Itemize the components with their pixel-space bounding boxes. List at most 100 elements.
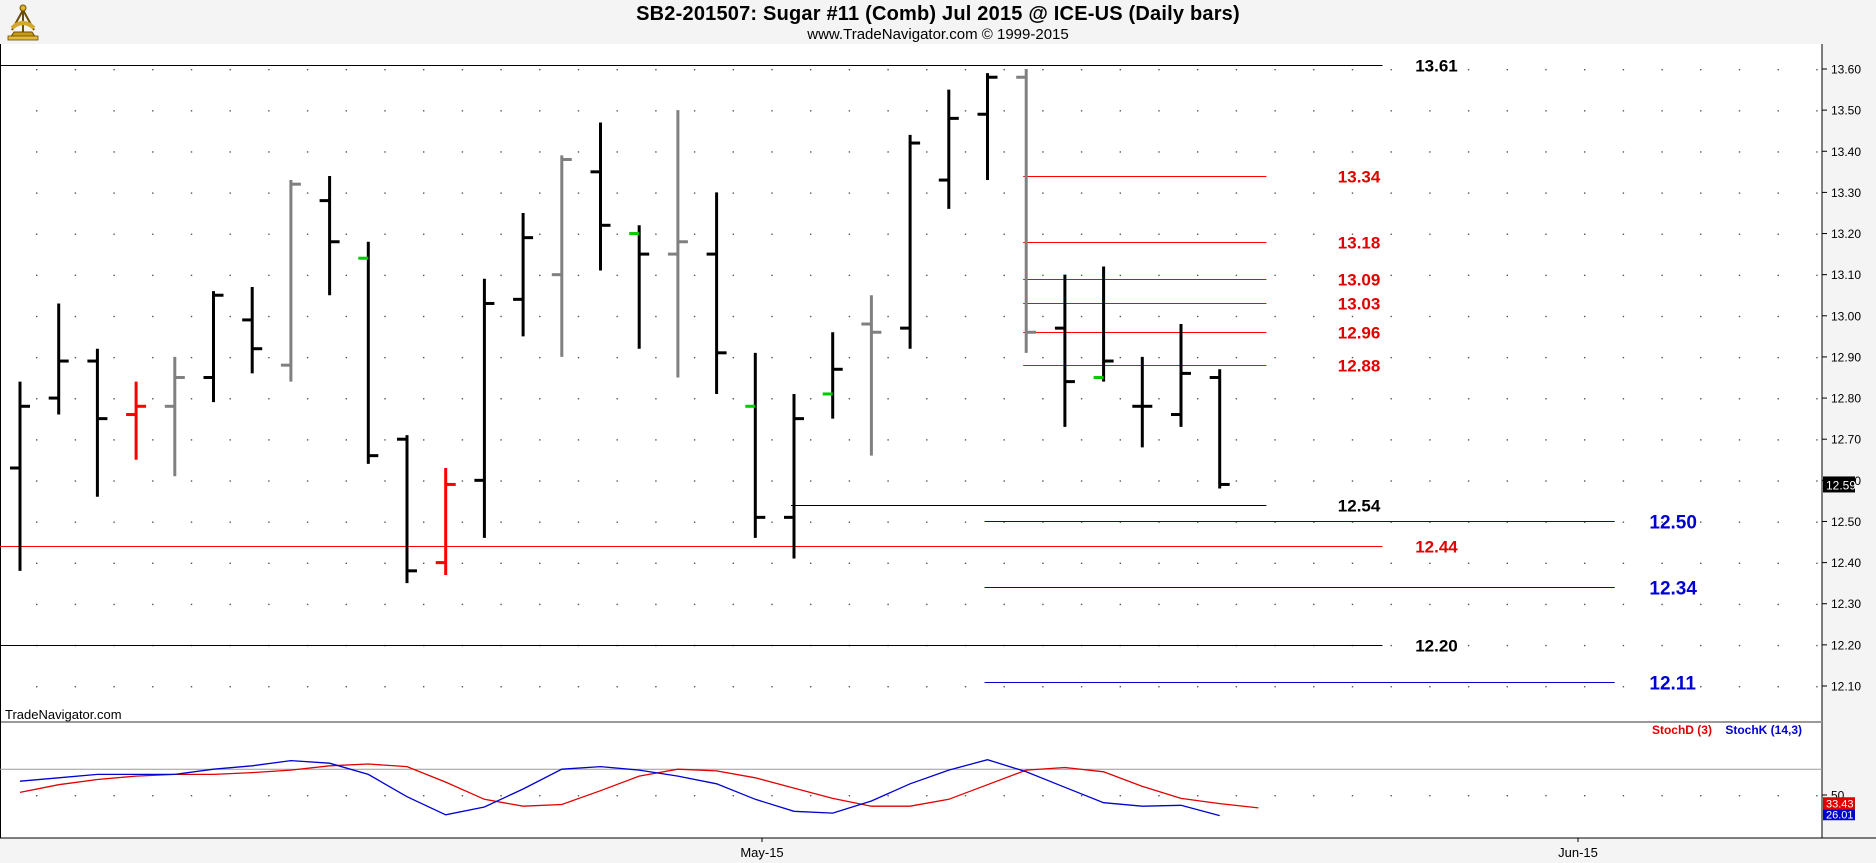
grid-dot — [152, 110, 154, 112]
grid-dot — [1042, 795, 1044, 797]
grid-dot — [384, 192, 386, 194]
grid-dot — [1042, 274, 1044, 277]
grid-dot — [732, 151, 734, 153]
grid-dot — [1700, 562, 1702, 564]
grid-dot — [577, 192, 580, 194]
grid-dot — [616, 69, 618, 71]
grid-dot — [1506, 69, 1508, 71]
grid-dot — [1584, 521, 1586, 523]
grid-dot — [1506, 603, 1508, 606]
grid-dot — [1661, 562, 1663, 564]
grid-dot — [229, 315, 231, 318]
grid-dot — [655, 315, 657, 318]
grid-dot — [306, 151, 309, 153]
grid-dot — [771, 439, 773, 441]
grid-dot — [1700, 603, 1702, 606]
grid-dot — [384, 315, 386, 318]
grid-dot — [423, 562, 425, 564]
grid-dot — [1622, 686, 1625, 688]
grid-dot — [190, 151, 193, 153]
grid-dot — [1197, 356, 1199, 359]
stoch-d-line — [19, 763, 1259, 809]
grid-dot — [423, 356, 425, 359]
grid-dot — [810, 356, 812, 359]
level-label: 12.54 — [1338, 497, 1381, 516]
grid-dot — [1777, 686, 1779, 688]
grid-dot — [306, 480, 309, 482]
grid-dot — [1816, 686, 1818, 688]
grid-dot — [1003, 274, 1005, 277]
grid-dot — [1429, 398, 1431, 400]
grid-dot — [1042, 315, 1044, 318]
grid-dot — [1700, 480, 1702, 482]
grid-dot — [1390, 356, 1392, 359]
grid-dot — [1313, 795, 1315, 797]
grid-dot — [1584, 439, 1586, 441]
y-tick-label: 13.10 — [1831, 268, 1861, 282]
grid-dot — [1235, 274, 1238, 277]
grid-dot — [1506, 480, 1508, 482]
grid-dot — [1777, 69, 1779, 71]
grid-dot — [964, 686, 967, 688]
grid-dot — [345, 315, 347, 318]
grid-dot — [693, 192, 696, 194]
grid-dot — [113, 562, 115, 564]
grid-dot — [1042, 356, 1044, 359]
stoch-k-last-box — [1823, 809, 1855, 821]
grid-dot — [1351, 315, 1354, 318]
grid-dot — [268, 562, 270, 564]
grid-dot — [461, 233, 464, 235]
grid-dot — [732, 439, 734, 441]
grid-dot — [539, 110, 541, 112]
grid-dot — [732, 686, 734, 688]
grid-dot — [848, 795, 851, 797]
grid-dot — [964, 398, 967, 400]
grid-dot — [1390, 233, 1392, 235]
grid-dot — [152, 603, 154, 606]
grid-dot — [1119, 315, 1121, 318]
grid-dot — [1003, 686, 1005, 688]
grid-dot — [345, 192, 347, 194]
grid-dot — [190, 192, 193, 194]
grid-dot — [1467, 439, 1470, 441]
grid-dot — [500, 603, 502, 606]
grid-dot — [926, 233, 928, 235]
grid-dot — [810, 795, 812, 797]
grid-dot — [1545, 795, 1547, 797]
grid-dot — [1738, 151, 1741, 153]
grid-dot — [1042, 686, 1044, 688]
grid-dot — [1700, 192, 1702, 194]
grid-dot — [1816, 233, 1818, 235]
grid-dot — [384, 562, 386, 564]
grid-dot — [848, 562, 851, 564]
grid-dot — [1467, 192, 1470, 194]
grid-dot — [693, 521, 696, 523]
grid-dot — [1506, 795, 1508, 797]
grid-dot — [1042, 480, 1044, 482]
grid-dot — [1042, 398, 1044, 400]
grid-dot — [229, 686, 231, 688]
grid-dot — [887, 795, 889, 797]
grid-dot — [384, 274, 386, 277]
grid-dot — [577, 795, 580, 797]
grid-dot — [1042, 69, 1044, 71]
grid-dot — [1390, 110, 1392, 112]
grid-dot — [500, 480, 502, 482]
grid-dot — [1545, 69, 1547, 71]
grid-dot — [887, 192, 889, 194]
grid-dot — [1545, 398, 1547, 400]
grid-dot — [926, 686, 928, 688]
grid-dot — [1351, 603, 1354, 606]
y-tick-label: 12.50 — [1831, 515, 1861, 529]
grid-dot — [810, 315, 812, 318]
grid-dot — [1003, 192, 1005, 194]
grid-dot — [1777, 274, 1779, 277]
grid-dot — [1158, 795, 1160, 797]
grid-dot — [1738, 439, 1741, 441]
grid-dot — [1158, 192, 1160, 194]
grid-dot — [1197, 151, 1199, 153]
grid-dot — [577, 233, 580, 235]
grid-dot — [577, 151, 580, 153]
grid-dot — [848, 398, 851, 400]
grid-dot — [771, 686, 773, 688]
